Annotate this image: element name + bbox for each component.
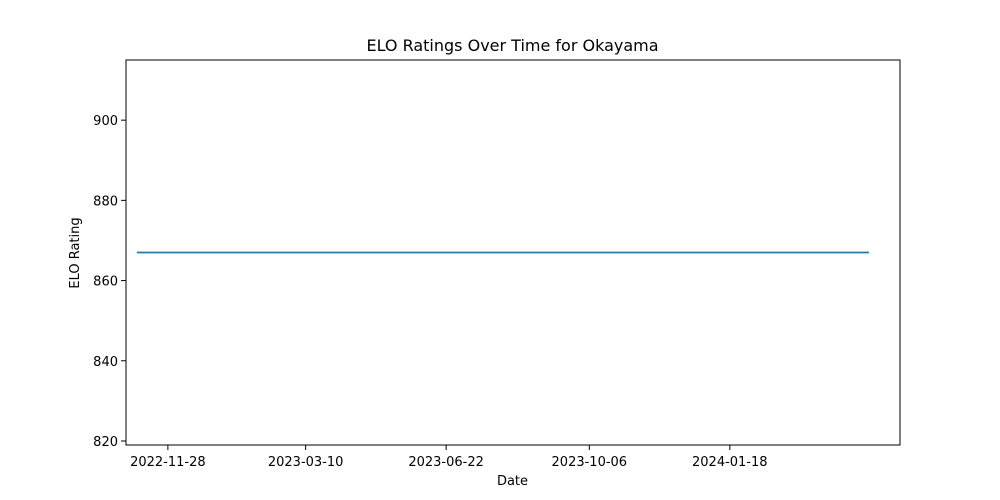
plot-area: [125, 59, 901, 446]
x-axis: 2022-11-28 2023-03-10 2023-06-22 2023-10-06…: [130, 445, 768, 470]
chart-title: ELO Ratings Over Time for Okayama: [366, 36, 658, 55]
plot-frame: [125, 59, 901, 446]
y-tick-label: 900: [93, 114, 118, 129]
y-tick-label: 820: [93, 435, 118, 450]
x-tick-label: 2023-03-10: [268, 455, 344, 470]
x-tick-label: 2023-10-06: [552, 455, 628, 470]
y-axis: 820 840 860 880 900: [93, 114, 126, 450]
y-tick-label: 860: [93, 275, 118, 290]
x-tick-label: 2023-06-22: [408, 455, 484, 470]
y-axis-label: ELO Rating: [68, 217, 83, 288]
x-tick-label: 2024-01-18: [692, 455, 768, 470]
y-tick-label: 840: [93, 355, 118, 370]
y-tick-label: 880: [93, 194, 118, 209]
x-tick-label: 2022-11-28: [130, 455, 206, 470]
x-axis-label: Date: [497, 474, 528, 489]
